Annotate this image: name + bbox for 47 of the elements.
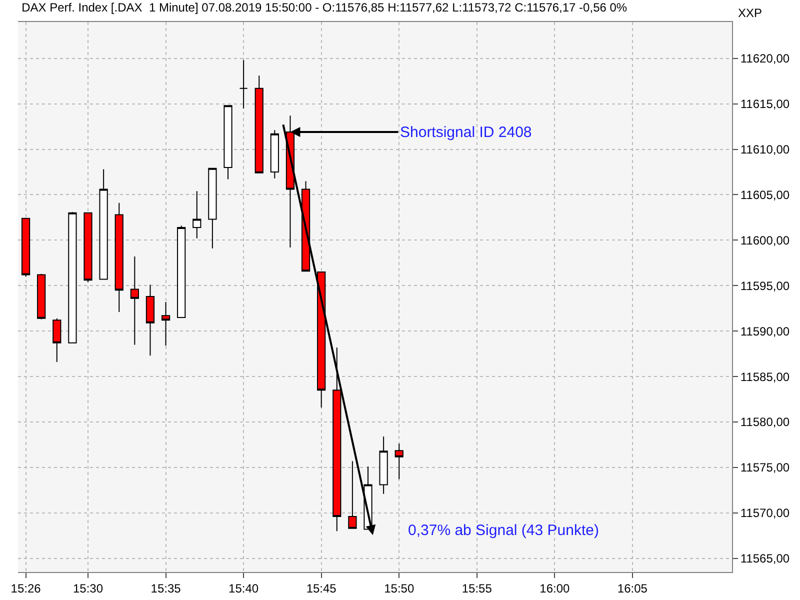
x-tick-label: 15:40	[228, 581, 259, 596]
candlestick	[192, 190, 202, 239]
y-tick-label: 11595,00	[740, 278, 790, 293]
x-tick-label: 16:00	[540, 581, 570, 596]
y-tick-label: 11590,00	[740, 324, 790, 338]
y-tick-label: 11615,00	[740, 97, 790, 112]
candlestick	[254, 75, 264, 174]
candlestick	[99, 168, 108, 280]
annotation: Shortsignal ID 2408	[400, 124, 532, 141]
candlestick	[84, 212, 92, 282]
candlestick	[130, 256, 139, 346]
y-tick-label: 11570,00	[740, 506, 790, 520]
candlestick	[394, 443, 404, 480]
candlestick	[208, 168, 217, 249]
x-tick-label: 15:26	[10, 581, 42, 596]
y-tick-label: 11565,00	[740, 552, 790, 566]
candlestick	[37, 273, 46, 320]
x-tick-label: 15:50	[384, 581, 414, 596]
candlestick	[146, 284, 155, 356]
candlestick	[332, 346, 342, 532]
text: XXP	[738, 6, 762, 20]
y-tick-label: 11610,00	[740, 142, 790, 156]
x-tick-label: 15:55	[462, 581, 492, 596]
y-tick-label: 11605,00	[740, 188, 790, 202]
candlestick	[224, 105, 232, 180]
y-tick-label: 11580,00	[740, 415, 790, 430]
candlestick	[52, 318, 62, 362]
candlestick	[270, 130, 279, 179]
candlestick	[317, 272, 326, 408]
candlestick	[21, 218, 30, 278]
candlestick	[379, 436, 388, 494]
candlestick	[114, 202, 124, 312]
x-tick-label: 15:30	[72, 581, 104, 596]
y-tick-label: 11620,00	[740, 52, 790, 66]
y-tick-label: 11585,00	[740, 370, 790, 384]
candlestick	[348, 460, 357, 529]
x-tick-label: 15:35	[150, 581, 182, 596]
candlestick	[177, 225, 186, 318]
y-tick-label: 11575,00	[740, 460, 790, 475]
candlestick	[161, 302, 170, 346]
candlestick	[68, 212, 77, 344]
x-tick-label: 16:05	[617, 581, 648, 596]
y-tick-label: 11600,00	[740, 233, 790, 248]
candlestick	[239, 60, 248, 109]
chart-title: DAX Perf. Index [.DAX 1 Minute] 07.08.2019 15:50:00 - O:11576,85 H:11577,62 L:11573,72 C:11576,17 -0,56 0%	[22, 0, 628, 14]
annotation: 0,37% ab Signal (43 Punkte)	[408, 522, 599, 539]
x-tick-label: 15:45	[306, 581, 337, 596]
